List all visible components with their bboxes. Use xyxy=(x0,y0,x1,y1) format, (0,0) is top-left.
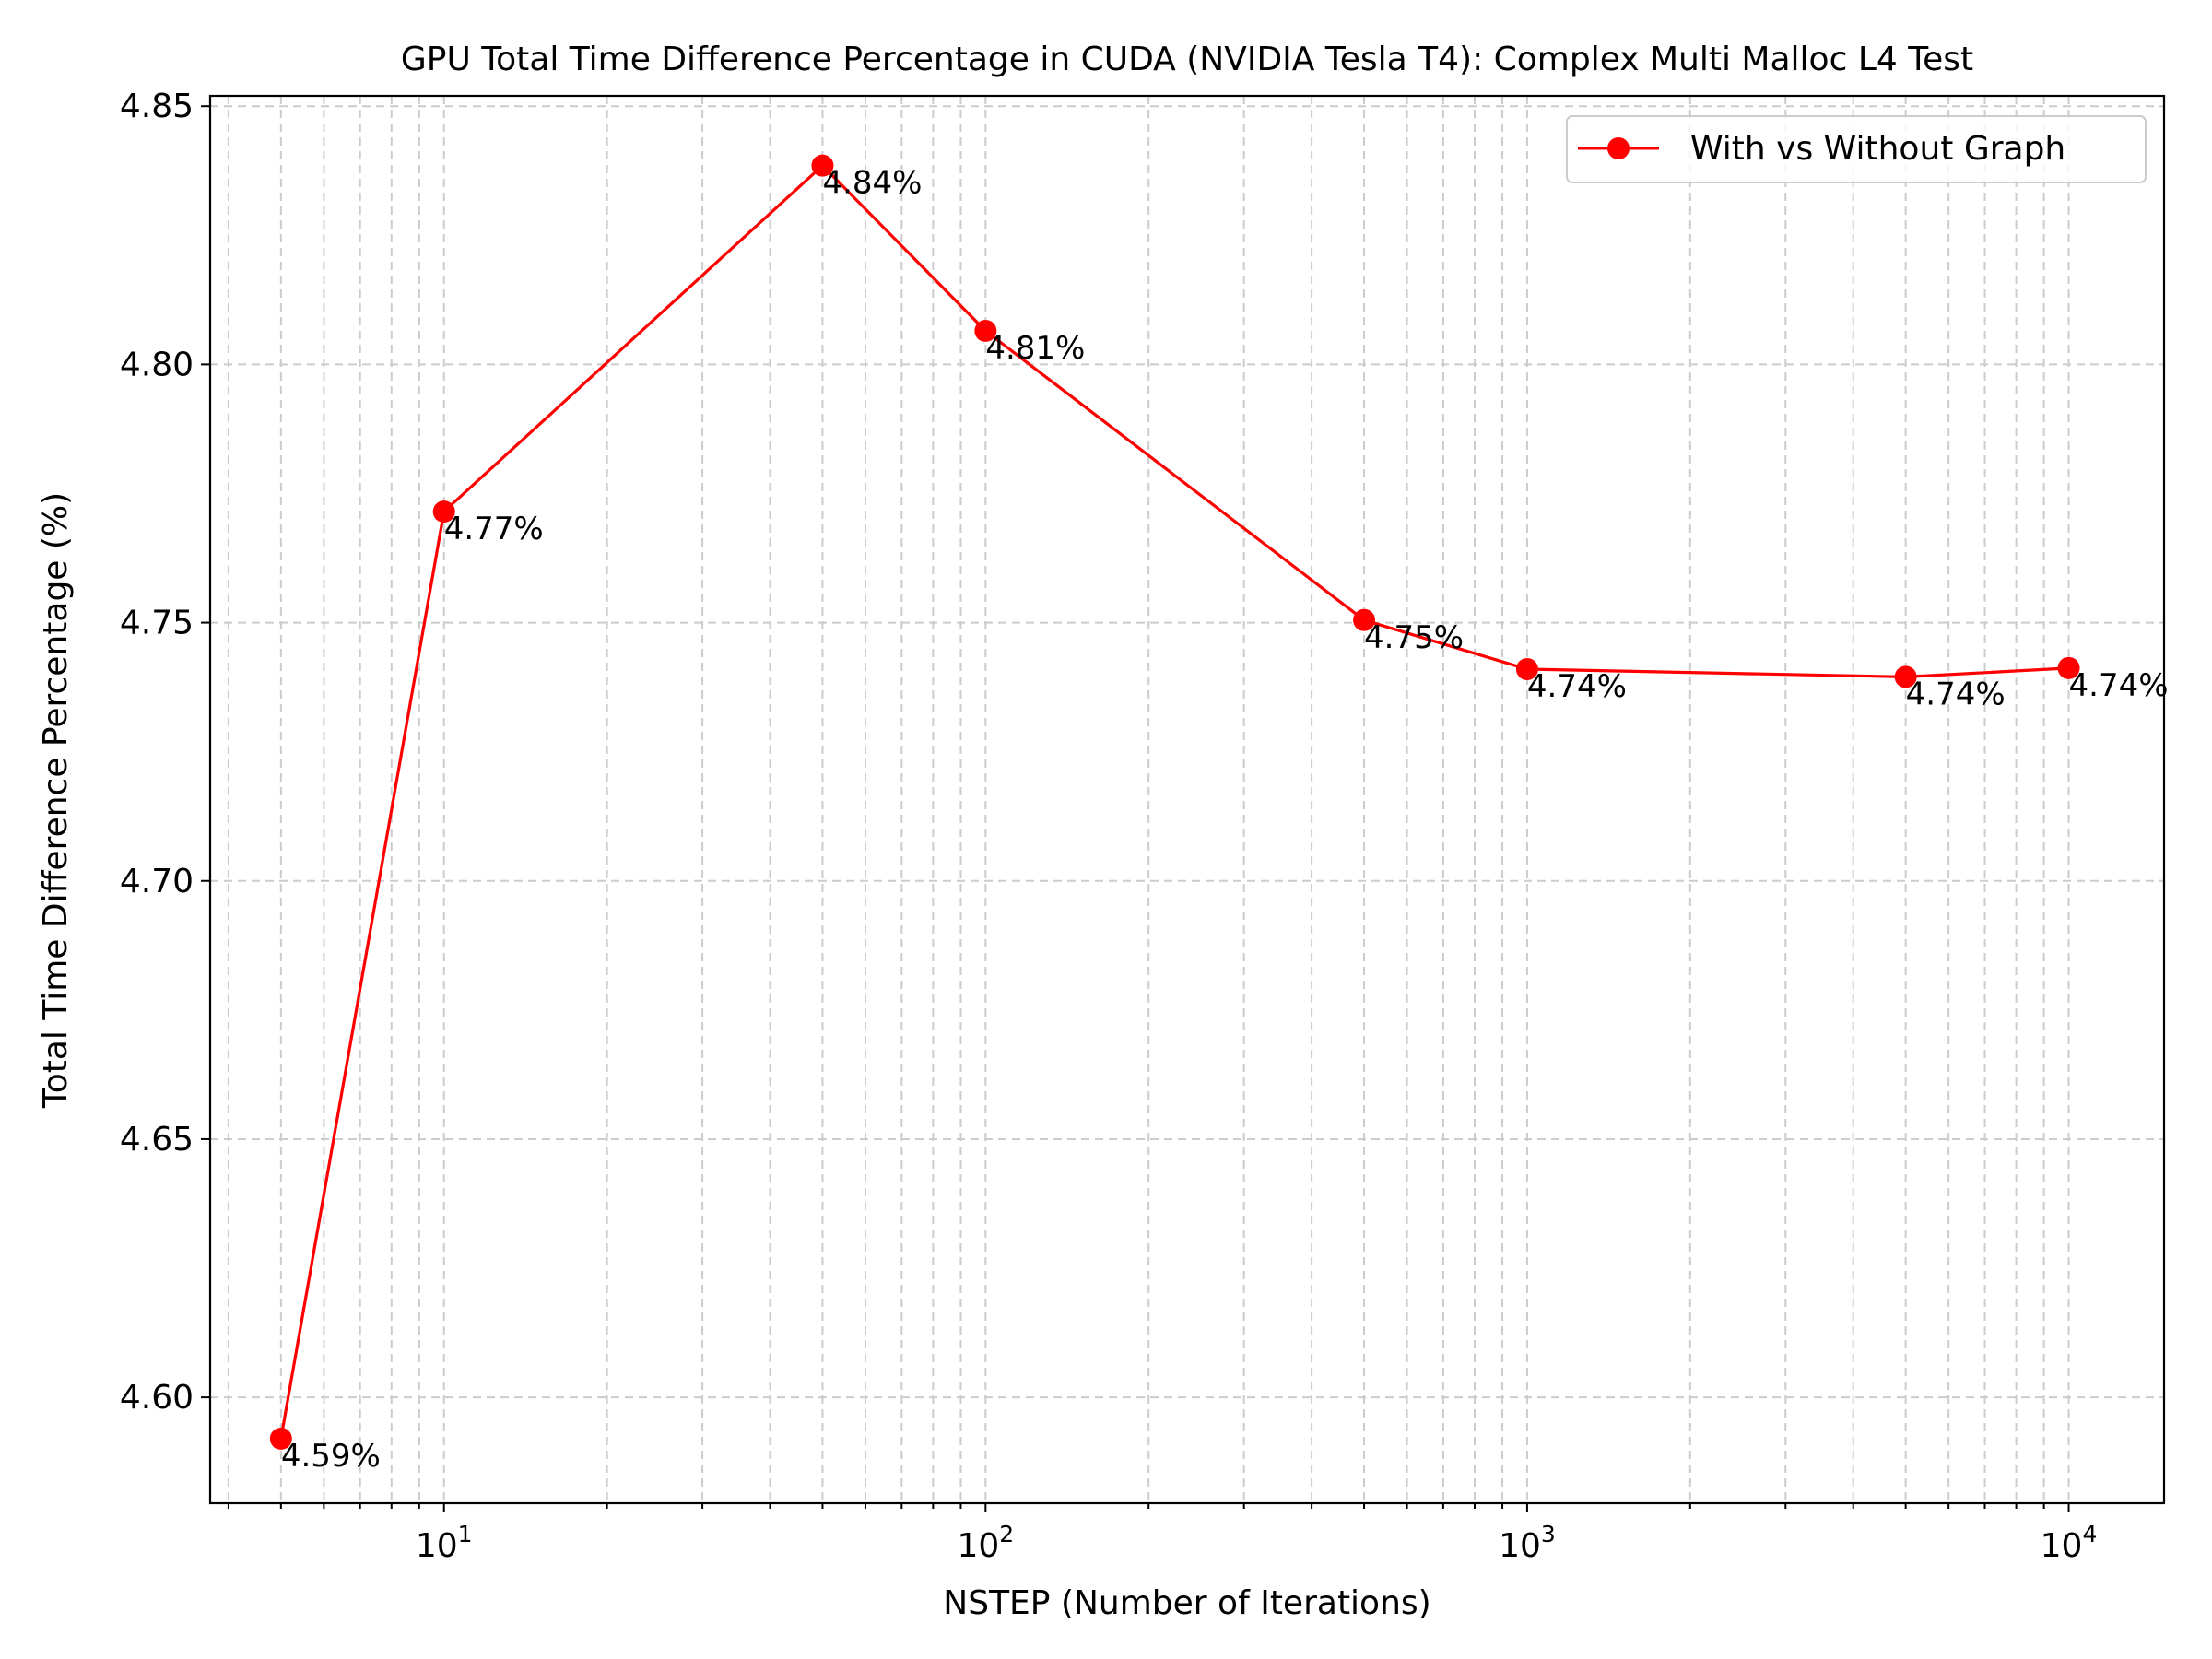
data-point-label: 4.74% xyxy=(1527,668,1627,705)
data-labels: 4.59% 4.77% 4.84% 4.81% 4.75% 4.74% 4.74% 4.74% xyxy=(281,165,2169,1475)
plot-area-frame xyxy=(208,94,2166,1505)
data-point xyxy=(811,154,834,177)
legend-entry-label: With vs Without Graph xyxy=(1690,130,2065,168)
y-tick-label: 4.60 xyxy=(120,1379,194,1417)
axis-ticks: 4.60 4.65 4.70 4.75 4.80 4.85 101 102 103 104 xyxy=(120,88,2098,1565)
data-point-label: 4.81% xyxy=(985,330,1085,367)
y-tick-label: 4.70 xyxy=(120,863,194,900)
legend-marker-swatch xyxy=(1607,137,1630,159)
data-point xyxy=(2057,656,2080,679)
legend-box xyxy=(1566,115,2147,183)
legend: With vs Without Graph xyxy=(1566,115,2147,183)
series-line xyxy=(279,164,2069,1440)
data-point-label: 4.75% xyxy=(1364,619,1464,656)
x-tick-label: 101 xyxy=(416,1521,473,1565)
x-axis-label: NSTEP (Number of Iterations) xyxy=(943,1584,1430,1622)
data-point xyxy=(974,319,997,342)
x-tick-label: 102 xyxy=(957,1521,1014,1565)
data-point xyxy=(1353,608,1376,631)
data-point xyxy=(269,1427,292,1450)
data-point-label: 4.74% xyxy=(1906,676,2006,712)
chart-title: GPU Total Time Difference Percentage in … xyxy=(401,41,1973,78)
data-point-label: 4.84% xyxy=(822,165,922,202)
data-point-label: 4.59% xyxy=(281,1438,381,1475)
y-tick-label: 4.85 xyxy=(120,88,194,125)
data-point xyxy=(1515,658,1538,681)
data-point xyxy=(1894,665,1917,688)
data-point-label: 4.77% xyxy=(444,511,544,547)
y-tick-label: 4.65 xyxy=(120,1121,194,1159)
data-point xyxy=(432,500,455,524)
series-layer xyxy=(269,154,2080,1450)
y-tick-label: 4.80 xyxy=(120,346,194,383)
data-point-label: 4.74% xyxy=(2069,667,2169,704)
y-tick-label: 4.75 xyxy=(120,605,194,642)
x-tick-label: 103 xyxy=(1499,1521,1556,1565)
x-tick-label: 104 xyxy=(2041,1521,2098,1565)
y-axis-label: Total Time Difference Percentage (%) xyxy=(37,492,75,1109)
grid-lines xyxy=(210,96,2164,1503)
